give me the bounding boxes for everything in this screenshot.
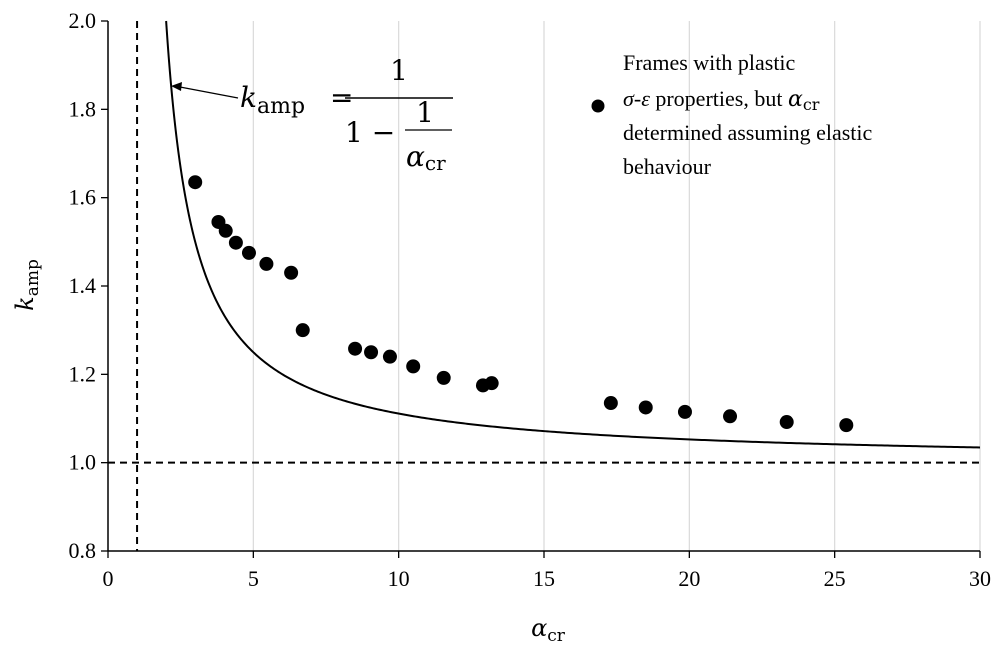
x-tick-label: 15 — [533, 566, 555, 591]
data-point — [259, 256, 274, 271]
y-tick-label: 1.0 — [69, 450, 97, 475]
annotation-arrow-line — [179, 86, 239, 99]
equation-annotation: kamp = 1 1 − 1 αcr — [171, 54, 453, 175]
x-tick-label: 5 — [248, 566, 259, 591]
equation-denominator-prefix: 1 − — [345, 116, 395, 149]
equation-equals: = — [330, 81, 353, 114]
equation-lhs: kamp — [240, 81, 305, 119]
y-tick-label: 1.2 — [69, 361, 97, 386]
equation-numerator: 1 — [390, 54, 408, 87]
legend: Frames with plastic σ-ε properties, but … — [591, 50, 872, 179]
data-point — [723, 409, 738, 424]
legend-line-4: behaviour — [623, 154, 712, 179]
y-tick-label: 1.4 — [69, 273, 97, 298]
equation-inner-denominator: αcr — [406, 140, 446, 175]
data-point — [218, 223, 233, 238]
reference-lines — [108, 21, 980, 551]
data-point — [284, 265, 299, 280]
x-tick-label: 10 — [388, 566, 410, 591]
data-point — [188, 175, 203, 190]
data-point — [638, 400, 653, 415]
x-tick-label: 20 — [678, 566, 700, 591]
data-point — [241, 245, 256, 260]
legend-line-1: Frames with plastic — [623, 50, 796, 75]
y-tick-label: 2.0 — [69, 8, 97, 33]
y-tick-label: 1.8 — [69, 96, 97, 121]
x-tick-label: 30 — [969, 566, 991, 591]
data-point — [839, 418, 854, 433]
legend-line-2: σ-ε properties, but αcr — [623, 86, 820, 114]
legend-marker — [591, 99, 605, 113]
data-points — [188, 175, 854, 433]
data-point — [295, 323, 310, 338]
x-axis-label: αcr — [531, 614, 566, 646]
equation-inner-numerator: 1 — [416, 96, 434, 129]
data-point — [603, 396, 618, 411]
y-axis-label: kamp — [11, 259, 43, 311]
x-tick-labels: 0 5 10 15 20 25 30 — [103, 566, 992, 591]
x-tick-label: 25 — [824, 566, 846, 591]
axes — [101, 20, 981, 558]
annotation-arrowhead — [171, 82, 182, 91]
y-tick-labels: 0.8 1.0 1.2 1.4 1.6 1.8 2.0 — [69, 8, 97, 563]
data-point — [228, 235, 243, 250]
data-point — [677, 404, 692, 419]
data-point — [484, 376, 499, 391]
grid — [252, 21, 981, 551]
data-point — [406, 359, 421, 374]
legend-line-3: determined assuming elastic — [623, 120, 872, 145]
data-point — [364, 345, 379, 360]
y-tick-label: 0.8 — [69, 538, 97, 563]
amplification-curve — [165, 20, 981, 449]
x-tick-label: 0 — [103, 566, 114, 591]
y-tick-label: 1.6 — [69, 185, 97, 210]
data-point — [348, 341, 363, 356]
data-point — [779, 415, 794, 430]
data-point — [436, 370, 451, 385]
data-point — [382, 349, 397, 364]
